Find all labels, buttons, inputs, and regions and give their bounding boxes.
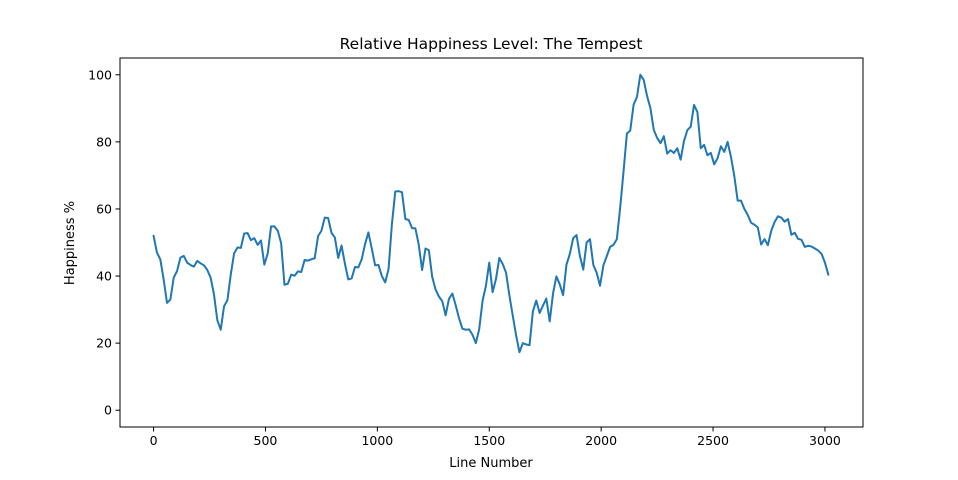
x-tick-label: 2000 bbox=[585, 433, 617, 448]
x-axis-label: Line Number bbox=[449, 456, 533, 471]
y-tick-label: 20 bbox=[96, 336, 112, 351]
x-tick-label: 2500 bbox=[697, 433, 729, 448]
plot-frame bbox=[119, 57, 864, 428]
x-tick-label: 3000 bbox=[809, 433, 841, 448]
x-axis: 0 500 1000 1500 2000 2500 3000 bbox=[150, 427, 841, 448]
plot-area bbox=[119, 57, 864, 428]
chart-title: Relative Happiness Level: The Tempest bbox=[340, 35, 643, 53]
y-axis-label: Happiness % bbox=[63, 201, 78, 285]
series-line bbox=[152, 73, 830, 354]
x-tick-label: 1000 bbox=[361, 433, 393, 448]
y-tick-label: 0 bbox=[104, 403, 112, 418]
x-tick-label: 0 bbox=[150, 433, 158, 448]
x-tick-label: 500 bbox=[254, 433, 278, 448]
y-tick-label: 40 bbox=[96, 269, 112, 284]
y-tick-label: 100 bbox=[88, 67, 112, 82]
y-tick-label: 80 bbox=[96, 134, 112, 149]
y-axis: 0 20 40 60 80 100 bbox=[88, 67, 120, 418]
y-tick-label: 60 bbox=[96, 201, 112, 216]
x-tick-label: 1500 bbox=[473, 433, 505, 448]
